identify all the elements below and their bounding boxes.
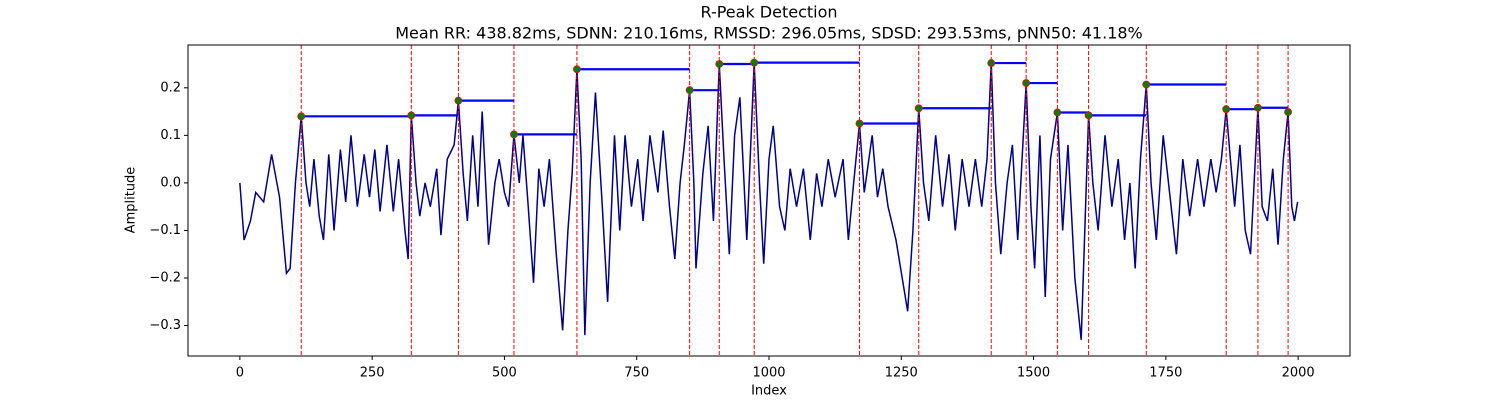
r-peak	[1254, 103, 1262, 112]
x-tick-label: 1750	[1149, 366, 1182, 381]
y-tick-label: −0.2	[149, 271, 181, 286]
r-peak	[1222, 105, 1231, 114]
x-tick-label: 250	[360, 366, 385, 381]
r-peak	[1284, 108, 1292, 116]
x-tick-label: 750	[624, 366, 649, 381]
r-peak	[1053, 108, 1062, 117]
r-peak	[1142, 80, 1151, 89]
y-tick-label: 0.1	[160, 128, 181, 143]
x-tick-label: 1250	[885, 366, 918, 381]
x-tick-label: 2000	[1282, 366, 1315, 381]
r-peak	[987, 59, 996, 67]
r-peak	[685, 86, 694, 95]
y-axis-label: Amplitude	[124, 167, 139, 234]
r-peak	[573, 65, 581, 74]
r-peak	[715, 60, 724, 68]
r-peak	[1084, 111, 1093, 120]
r-peak	[855, 119, 864, 128]
r-peak	[407, 111, 416, 120]
r-peak	[914, 104, 923, 113]
y-tick-label: 0.0	[160, 175, 181, 190]
chart-title: R-Peak Detection	[700, 3, 837, 22]
r-peak	[510, 130, 518, 139]
x-tick-label: 0	[236, 366, 244, 381]
x-axis-label: Index	[751, 384, 787, 399]
r-peak	[297, 112, 306, 121]
r-peak	[1022, 79, 1031, 87]
y-tick-label: −0.1	[149, 223, 181, 238]
y-tick-label: −0.3	[149, 318, 181, 333]
y-tick-label: 0.2	[160, 80, 181, 95]
r-peak	[750, 58, 759, 67]
x-tick-label: 500	[492, 366, 517, 381]
r-peak	[454, 96, 463, 105]
x-tick-label: 1500	[1017, 366, 1050, 381]
signal-line	[239, 62, 1299, 340]
chart-subtitle: Mean RR: 438.82ms, SDNN: 210.16ms, RMSSD…	[395, 24, 1143, 43]
plot-frame	[187, 44, 1351, 357]
x-tick-label: 1000	[752, 366, 785, 381]
